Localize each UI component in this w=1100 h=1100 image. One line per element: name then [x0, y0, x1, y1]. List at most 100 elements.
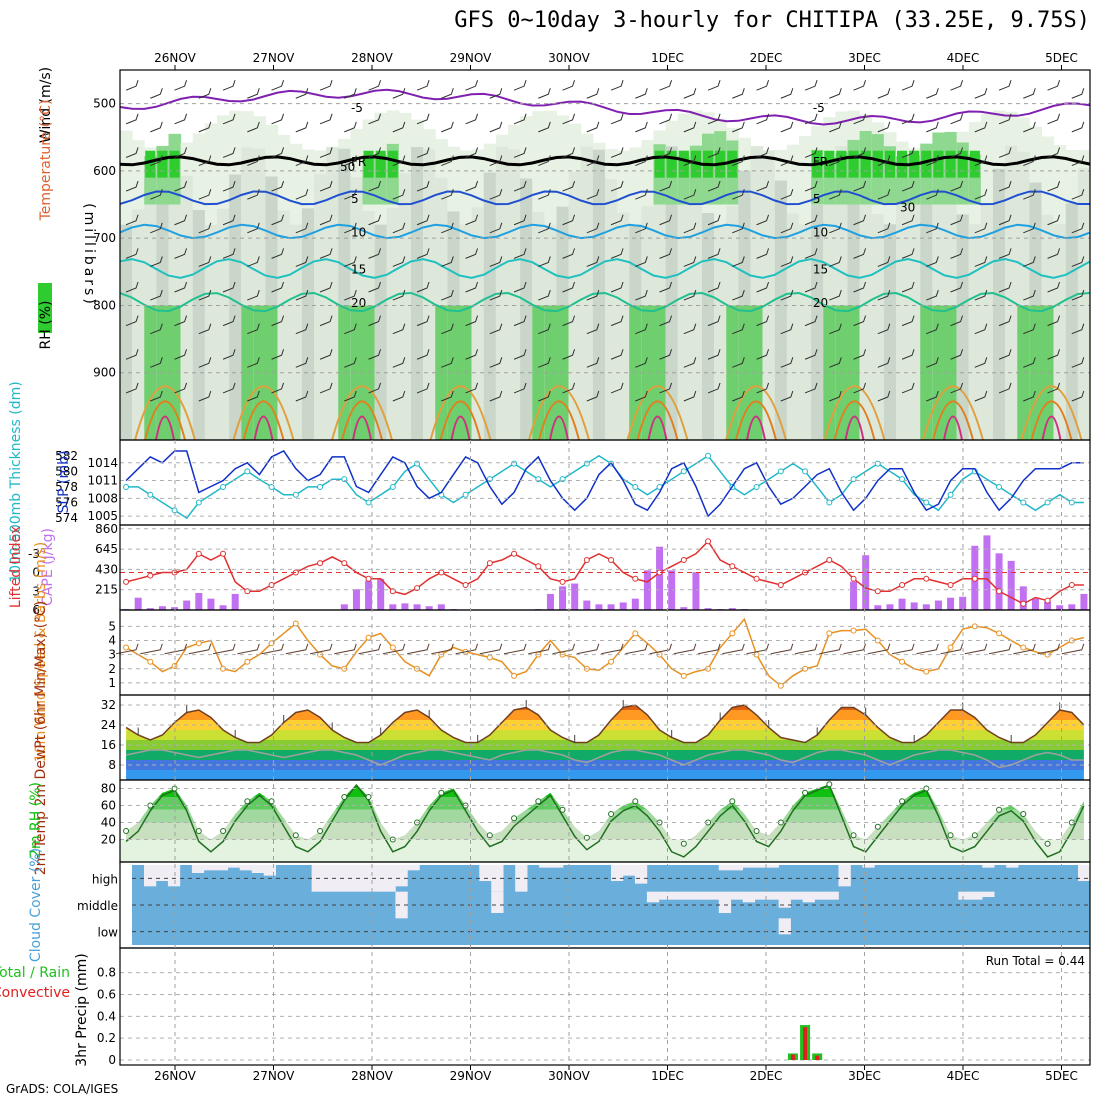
- temp-tick-label: 24: [101, 718, 116, 732]
- warm-contour-arch: [746, 415, 766, 441]
- wind-barb: [950, 113, 964, 125]
- wind-barb: [513, 349, 527, 360]
- cape-axis-label: CAPE (J/kg): [40, 528, 56, 606]
- rh2m-point: [341, 794, 348, 800]
- wind-barb: [877, 256, 891, 267]
- wind-barb: [441, 390, 454, 402]
- wind-barb: [222, 382, 236, 394]
- lifted-index-point: [511, 550, 518, 557]
- rh2m-point: [1044, 840, 1051, 847]
- wind-barb: [222, 281, 236, 293]
- lifted-index-point: [826, 557, 833, 563]
- cape-bar: [1056, 605, 1064, 610]
- temp-contour-line: [119, 155, 1091, 167]
- cape-bar: [158, 606, 166, 610]
- cape-tick-label: 215: [95, 583, 118, 597]
- wind-barb: [780, 390, 794, 402]
- rh2m-point: [680, 840, 687, 847]
- wind-barb: [295, 323, 309, 335]
- warm-contour-arch: [538, 400, 580, 441]
- wind-barb: [416, 113, 430, 125]
- cloud-cell: [682, 891, 696, 900]
- precip-convective-bar: [815, 1055, 820, 1060]
- cape-bar: [898, 598, 906, 610]
- wind-barb: [829, 289, 842, 301]
- wind-barb: [780, 222, 794, 234]
- wind-speed-point: [899, 658, 906, 665]
- rh-shade-lowlevel: [265, 305, 279, 440]
- rh-shade-mid: [762, 150, 776, 440]
- wind-barb: [295, 390, 309, 402]
- precip-tick-label: 0.6: [97, 987, 116, 1001]
- wind-barb: [538, 189, 551, 200]
- rh2m-point: [947, 832, 954, 839]
- rh-shade-saturated: [872, 150, 883, 178]
- cloud-cell: [227, 865, 241, 868]
- wind-barb: [125, 248, 139, 259]
- wind-barb: [1023, 256, 1036, 267]
- wind-barb: [125, 180, 139, 192]
- wind-barb: [610, 214, 624, 226]
- wind-barb: [416, 214, 430, 226]
- cape-bar: [1031, 598, 1039, 610]
- wind-barb: [344, 289, 357, 301]
- rh-shade-mid: [859, 181, 873, 440]
- wind-speed-point: [947, 644, 954, 651]
- warm-contour-arch: [725, 385, 787, 441]
- wind-barb: [1047, 349, 1061, 360]
- cloud-cell: [742, 891, 755, 903]
- wind-barb: [441, 323, 454, 335]
- cape-tick-label: 645: [95, 542, 118, 556]
- temp-contour-line: [119, 190, 1090, 206]
- cape-bar: [995, 553, 1003, 610]
- rh-shade-lowlevel: [544, 305, 557, 440]
- thickness-point: [292, 491, 299, 498]
- wind-barb: [829, 390, 842, 402]
- warm-contour-arch: [647, 415, 668, 441]
- rh-shade-mid: [204, 224, 218, 440]
- cloud-level-label: high: [92, 872, 118, 886]
- cloud-cell: [658, 891, 672, 900]
- cloud-cell: [814, 891, 827, 900]
- wind-barb: [683, 323, 697, 335]
- wind-barb: [513, 147, 527, 158]
- wind-speed-point: [996, 630, 1003, 637]
- wind-speed-point: [292, 620, 299, 627]
- warm-contour-arch: [242, 400, 285, 441]
- wind-barb: [853, 147, 867, 158]
- li-tick-label: -3: [28, 547, 40, 561]
- wind-barb: [368, 214, 382, 226]
- date-label-top: 27NOV: [253, 51, 295, 65]
- rh2m-point: [996, 806, 1003, 813]
- rh-shade-mid: [617, 212, 630, 440]
- wind-barb: [441, 189, 454, 200]
- wind-barb: [344, 390, 357, 402]
- wind-barb: [756, 214, 770, 226]
- wind-barb: [974, 189, 988, 200]
- cloud-cell: [622, 865, 636, 876]
- date-label-top: 2DEC: [750, 51, 783, 65]
- lifted-index-point: [365, 575, 372, 582]
- rh-shade-mid: [908, 169, 921, 440]
- rh-shade-mid: [1077, 168, 1091, 441]
- date-label-top: 4DEC: [947, 51, 980, 65]
- wind-barb: [901, 281, 915, 293]
- wind-barb: [416, 147, 430, 158]
- date-label-bottom: 2DEC: [750, 1069, 783, 1083]
- wind-barb: [926, 289, 939, 301]
- lifted-index-point: [705, 538, 712, 545]
- rh-shade-saturated: [157, 150, 168, 178]
- cape-bar: [874, 605, 882, 610]
- lifted-index-point: [632, 575, 639, 582]
- surface-wind-barb: [1013, 643, 1036, 655]
- wind-barb: [247, 189, 260, 200]
- wind-barb: [198, 155, 212, 166]
- cape-bar: [1068, 604, 1076, 610]
- cloud-cell: [515, 865, 528, 892]
- wind-barb: [174, 180, 188, 192]
- wind-barb: [489, 323, 503, 335]
- wind-barb: [198, 189, 212, 200]
- wind-barb: [974, 222, 988, 234]
- wind-barb: [465, 113, 479, 125]
- cape-tick-label: 430: [95, 562, 118, 576]
